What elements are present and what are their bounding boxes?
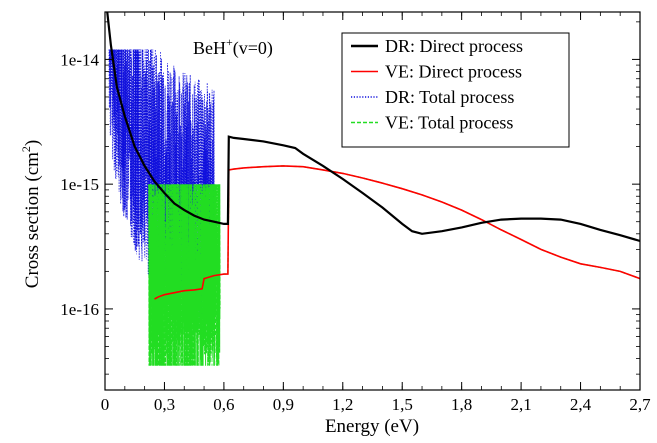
- y-tick-label: 1e-16: [60, 300, 99, 319]
- y-axis-title: Cross section (cm2): [19, 140, 43, 288]
- molecule-annotation: BeH+(v=0): [193, 35, 273, 59]
- x-tick-label: 0,3: [154, 395, 175, 414]
- x-tick-label: 2,7: [629, 395, 651, 414]
- x-tick-label: 0,9: [273, 395, 294, 414]
- series-ve-direct-process: [154, 165, 640, 300]
- series-dr-direct-process: [106, 12, 640, 243]
- resonance-spikes: [148, 184, 221, 366]
- x-tick-label: 0: [101, 395, 110, 414]
- y-tick-label: 1e-14: [60, 50, 99, 69]
- x-tick-label: 2,4: [570, 395, 592, 414]
- legend-label: DR: Total process: [385, 87, 514, 107]
- series-ve-total-process: [148, 165, 640, 366]
- y-tick-label: 1e-15: [60, 175, 99, 194]
- legend-label: VE: Direct process: [385, 62, 522, 82]
- x-tick-label: 1,2: [332, 395, 353, 414]
- x-tick-label: 1,5: [392, 395, 413, 414]
- plot-frame: [104, 11, 641, 391]
- series-line: [154, 165, 640, 300]
- legend-box: [341, 32, 570, 148]
- x-tick-label: 2,1: [510, 395, 531, 414]
- legend-label: VE: Total process: [385, 113, 513, 133]
- series-line: [106, 12, 640, 243]
- legend-label: DR: Direct process: [385, 36, 523, 56]
- x-tick-label: 0,6: [213, 395, 234, 414]
- x-axis-title: Energy (eV): [325, 416, 419, 437]
- x-tick-label: 1,8: [451, 395, 472, 414]
